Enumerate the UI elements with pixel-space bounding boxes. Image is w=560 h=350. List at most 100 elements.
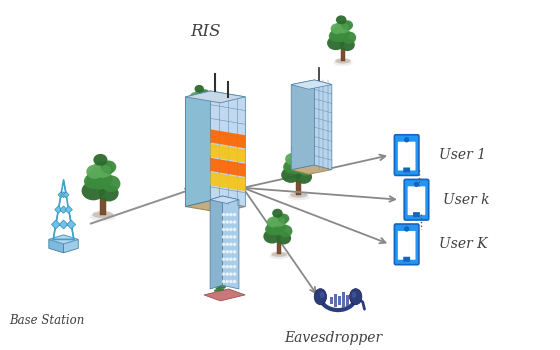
Ellipse shape: [352, 292, 356, 298]
Circle shape: [230, 228, 232, 231]
Ellipse shape: [278, 217, 286, 223]
Ellipse shape: [86, 168, 112, 190]
Circle shape: [222, 236, 225, 238]
Circle shape: [234, 251, 236, 253]
Bar: [346, 295, 349, 306]
Circle shape: [226, 228, 228, 231]
Ellipse shape: [333, 60, 353, 66]
FancyBboxPatch shape: [398, 231, 416, 260]
Circle shape: [234, 214, 236, 216]
Circle shape: [222, 214, 225, 216]
Circle shape: [222, 243, 225, 245]
Circle shape: [230, 243, 232, 245]
Polygon shape: [49, 235, 78, 244]
Bar: [100, 198, 106, 215]
Circle shape: [230, 273, 232, 275]
Ellipse shape: [192, 124, 209, 130]
Ellipse shape: [194, 85, 204, 93]
FancyBboxPatch shape: [394, 224, 419, 265]
Ellipse shape: [199, 89, 210, 98]
Circle shape: [234, 243, 236, 245]
Circle shape: [234, 228, 236, 231]
Text: User K: User K: [439, 237, 488, 251]
Ellipse shape: [278, 225, 292, 237]
Bar: [277, 242, 282, 254]
Polygon shape: [291, 80, 332, 89]
Ellipse shape: [278, 214, 290, 223]
Polygon shape: [63, 192, 69, 198]
Text: User 1: User 1: [439, 148, 486, 162]
Polygon shape: [63, 239, 78, 253]
Ellipse shape: [200, 99, 213, 110]
Ellipse shape: [194, 123, 208, 128]
Text: User k: User k: [443, 193, 489, 207]
Circle shape: [234, 221, 236, 223]
Polygon shape: [185, 91, 245, 103]
Ellipse shape: [90, 213, 116, 221]
Circle shape: [405, 227, 409, 231]
Text: Eavesdropper: Eavesdropper: [284, 331, 382, 345]
Bar: [199, 114, 203, 125]
Ellipse shape: [342, 24, 349, 30]
Circle shape: [226, 273, 228, 275]
Circle shape: [230, 280, 232, 283]
FancyBboxPatch shape: [404, 180, 429, 220]
Ellipse shape: [330, 23, 343, 34]
Ellipse shape: [101, 175, 120, 192]
Ellipse shape: [186, 103, 202, 116]
Polygon shape: [59, 220, 68, 229]
Ellipse shape: [271, 214, 287, 226]
Ellipse shape: [101, 165, 111, 174]
Ellipse shape: [288, 193, 310, 200]
Polygon shape: [211, 144, 245, 163]
Circle shape: [234, 273, 236, 275]
Ellipse shape: [101, 160, 116, 174]
Polygon shape: [216, 286, 226, 290]
Ellipse shape: [349, 289, 362, 305]
Polygon shape: [52, 220, 60, 229]
Ellipse shape: [92, 161, 113, 178]
Circle shape: [226, 243, 228, 245]
Polygon shape: [60, 192, 67, 198]
Polygon shape: [185, 201, 245, 212]
Ellipse shape: [94, 154, 108, 166]
Circle shape: [234, 236, 236, 238]
Polygon shape: [211, 91, 245, 206]
Ellipse shape: [342, 20, 353, 30]
Bar: [334, 294, 337, 307]
Polygon shape: [67, 220, 76, 229]
Ellipse shape: [285, 156, 307, 174]
Circle shape: [230, 214, 232, 216]
Circle shape: [222, 251, 225, 253]
Ellipse shape: [276, 232, 291, 244]
Circle shape: [226, 251, 228, 253]
Circle shape: [234, 258, 236, 260]
FancyBboxPatch shape: [394, 135, 419, 175]
Ellipse shape: [269, 253, 289, 259]
Ellipse shape: [267, 219, 286, 236]
Ellipse shape: [198, 105, 211, 117]
Ellipse shape: [340, 38, 355, 51]
Ellipse shape: [272, 209, 283, 218]
Polygon shape: [217, 284, 227, 287]
Ellipse shape: [200, 92, 206, 98]
FancyBboxPatch shape: [398, 142, 416, 170]
Ellipse shape: [335, 21, 351, 33]
Text: RIS: RIS: [190, 23, 221, 40]
Circle shape: [222, 228, 225, 231]
Ellipse shape: [335, 58, 351, 64]
Ellipse shape: [330, 26, 350, 42]
Ellipse shape: [188, 98, 201, 108]
Ellipse shape: [283, 161, 299, 174]
Polygon shape: [210, 196, 239, 203]
Ellipse shape: [320, 292, 324, 298]
Circle shape: [226, 236, 228, 238]
Polygon shape: [65, 206, 72, 214]
Polygon shape: [211, 158, 245, 177]
Circle shape: [226, 221, 228, 223]
Polygon shape: [214, 288, 224, 292]
Ellipse shape: [336, 15, 347, 24]
Circle shape: [234, 280, 236, 283]
FancyBboxPatch shape: [403, 257, 410, 262]
Ellipse shape: [290, 192, 307, 198]
